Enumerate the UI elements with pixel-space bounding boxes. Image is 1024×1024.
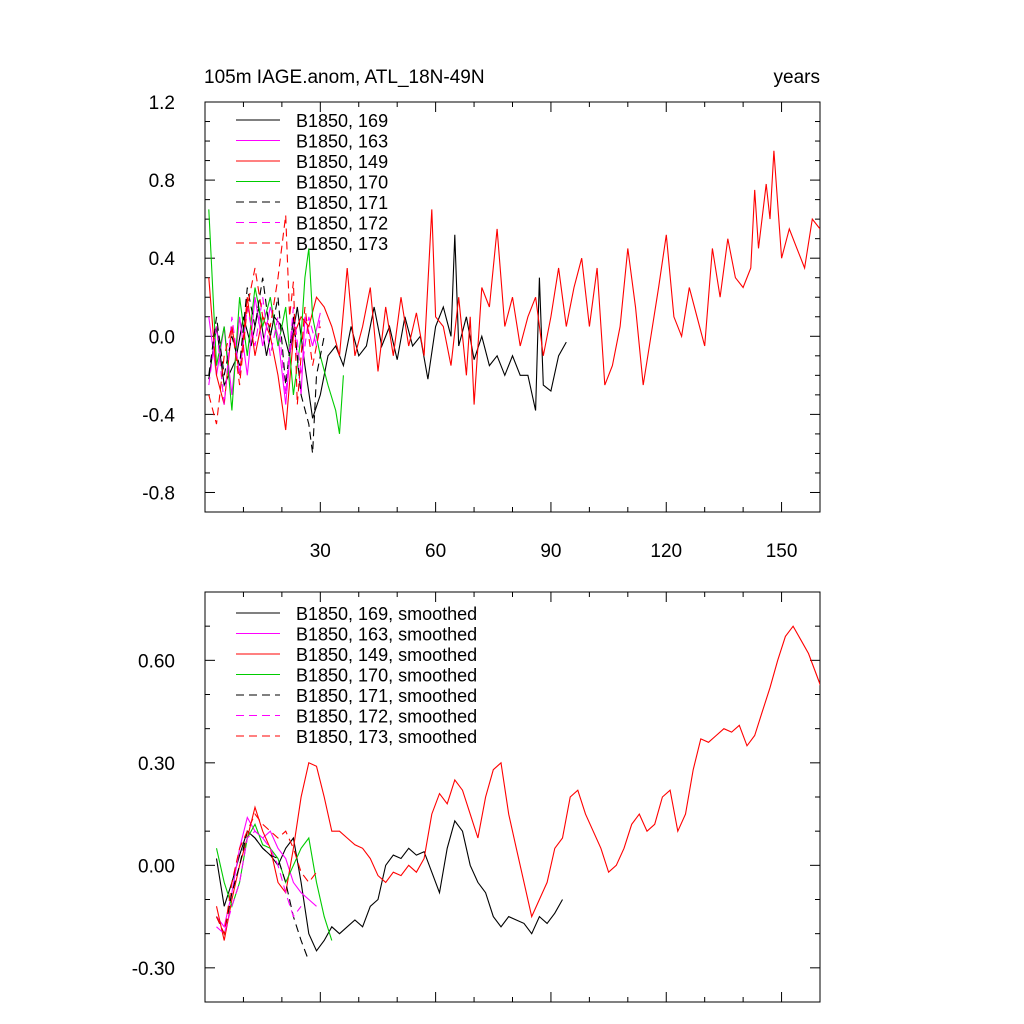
top-legend-label: B1850, 170 [296,173,388,193]
top-legend-label: B1850, 173 [296,234,388,254]
bottom-series-line-7 [215,813,317,936]
bottom-series-group [215,625,820,962]
bottom-series-line-3 [215,625,820,941]
bottom-legend-label: B1850, 170, smoothed [296,666,477,686]
top-legend-label: B1850, 163 [296,132,388,152]
top-axes: 30 60 90 120 150 -0.8 -0.4 0.0 0.4 0.8 1.2 [142,93,821,562]
top-series-line-5 [208,277,325,454]
bottom-legend-label: B1850, 169, smoothed [296,604,477,624]
bottom-series-line-2 [216,816,317,929]
bottom-y-tick-label: 0.60 [138,651,175,672]
top-x-tick-label: 30 [310,541,331,562]
top-y-tick-label: 0.0 [149,327,175,348]
top-x-tick-label: 150 [766,541,798,562]
top-y-tick-label: -0.4 [142,405,175,426]
top-x-tick-label: 120 [650,541,682,562]
bottom-legend-label: B1850, 173, smoothed [296,727,477,747]
top-panel-title: 105m IAGE.anom, ATL_18N-49N [204,67,485,88]
top-panel-title-right: years [774,67,820,88]
top-y-tick-label: 0.4 [149,249,176,270]
bottom-axes: -0.30 0.00 0.30 0.60 [132,591,821,1003]
top-x-tick-label: 60 [425,541,446,562]
top-y-tick-label: 0.8 [149,171,175,192]
bottom-legend-label: B1850, 163, smoothed [296,625,477,645]
bottom-y-tick-label: 0.00 [138,856,175,877]
bottom-y-tick-label: 0.30 [138,754,175,775]
bottom-y-tick-label: -0.30 [132,959,175,980]
top-legend-label: B1850, 149 [296,152,388,172]
top-series-line-6 [208,297,321,405]
bottom-legend-label: B1850, 149, smoothed [296,645,477,665]
top-legend-label: B1850, 169 [296,111,388,131]
top-series-line-3 [208,150,820,431]
bottom-series-line-1 [215,819,563,952]
top-series-line-7 [208,215,321,425]
bottom-legend-label: B1850, 172, smoothed [296,707,477,727]
top-y-tick-label: -0.8 [142,483,175,504]
top-series-line-4 [208,209,344,434]
top-legend-label: B1850, 171 [296,193,388,213]
bottom-panel: -0.300.000.300.60 B1850, 169, smoothedB1… [132,591,821,1003]
top-legend-label: B1850, 172 [296,214,388,234]
top-series-group [208,150,820,454]
top-x-tick-label: 90 [540,541,561,562]
top-panel: 105m IAGE.anom, ATL_18N-49N years 30 60 90… [142,67,821,562]
bottom-legend-label: B1850, 171, smoothed [296,686,477,706]
bottom-series-line-6 [216,830,302,935]
bottom-series-line-4 [215,823,333,941]
top-y-tick-label: 1.2 [149,93,175,114]
